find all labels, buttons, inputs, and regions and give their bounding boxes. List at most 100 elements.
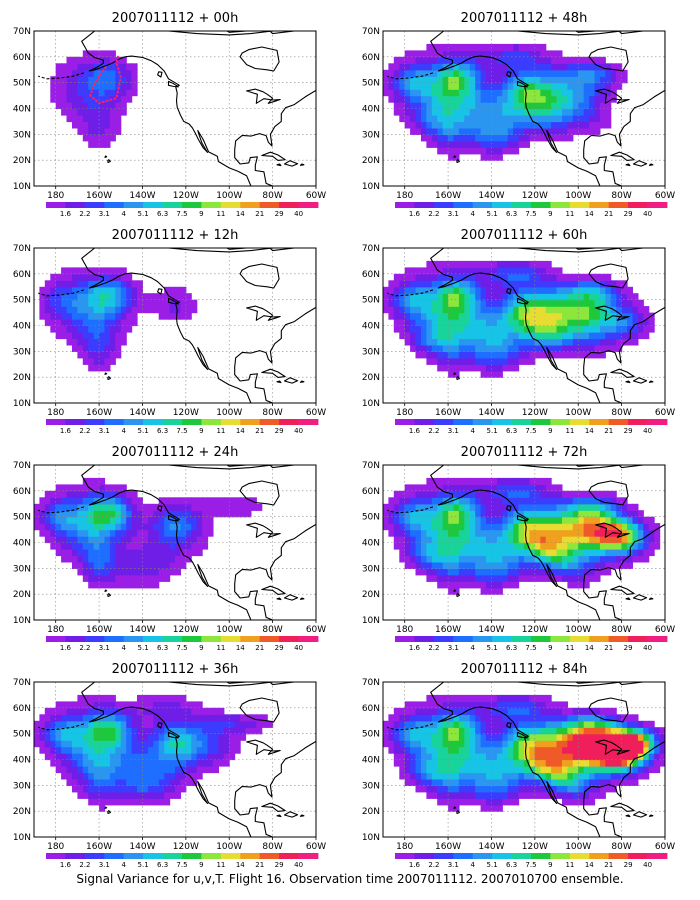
colorbar-label: 1.6 (60, 644, 72, 652)
lat-tick-label: 50N (362, 513, 380, 523)
lat-tick-label: 70N (13, 27, 31, 37)
colorbar-label: 14 (585, 861, 594, 869)
colorbar-label: 40 (643, 210, 652, 218)
colorbar-swatch (414, 419, 435, 425)
lon-tick-label: 180 (396, 625, 413, 635)
colorbar-swatch (279, 419, 299, 425)
lat-tick-label: 10N (13, 616, 31, 626)
colorbar-swatch (511, 202, 532, 208)
colorbar-swatch (550, 419, 571, 425)
map-panel: 2007011112 + 24h 180 160W 140W 120W 100W 80W 60… (13, 445, 326, 652)
colorbar-label: 29 (275, 427, 284, 435)
colorbar-swatch (240, 202, 261, 208)
colorbar-label: 11 (565, 861, 574, 869)
colorbar-swatch (143, 419, 163, 425)
lat-tick-label: 70N (13, 244, 31, 254)
colorbar-label: 21 (255, 861, 264, 869)
colorbar-label: 14 (236, 644, 245, 652)
map-frame (33, 464, 317, 621)
lat-tick-label: 10N (13, 182, 31, 192)
colorbar-swatch (46, 636, 66, 642)
colorbar-label: 4 (121, 210, 126, 218)
colorbar-label: 21 (604, 644, 613, 652)
colorbar-swatch (259, 419, 280, 425)
colorbar-label: 7.5 (525, 210, 536, 218)
colorbar-label: 11 (216, 644, 225, 652)
lat-tick-label: 30N (13, 347, 31, 357)
colorbar-label: 9 (548, 861, 552, 869)
panel-title: 2007011112 + 24h (112, 445, 239, 460)
colorbar-label: 29 (275, 210, 284, 218)
colorbar-swatch (220, 202, 241, 208)
colorbar-swatch (414, 202, 435, 208)
colorbar-label: 29 (624, 427, 633, 435)
colorbar-label: 40 (643, 861, 652, 869)
lat-tick-label: 70N (13, 461, 31, 471)
panel-title: 2007011112 + 48h (461, 11, 588, 26)
map-frame (382, 681, 666, 838)
colorbar-label: 1.6 (409, 861, 421, 869)
colorbar-swatch (104, 202, 125, 208)
map-panel: 2007011112 + 48h 180 160W 140W 120W 100W 80W 60… (362, 11, 675, 218)
colorbar-swatch (46, 419, 66, 425)
coastlines (38, 465, 316, 620)
coastlines (38, 248, 316, 403)
colorbar-swatch (511, 636, 532, 642)
colorbar-swatch (279, 636, 299, 642)
lon-tick-label: 140W (129, 408, 155, 418)
lat-tick-label: 60N (13, 53, 31, 63)
lat-tick-label: 70N (362, 678, 380, 688)
colorbar: 1.6 2.2 3.1 4 5.1 6.3 7.5 9 11 14 21 29 40 (395, 202, 668, 218)
colorbar-label: 40 (643, 427, 652, 435)
lat-tick-label: 40N (13, 539, 31, 549)
lat-tick-label: 40N (362, 105, 380, 115)
colorbar-label: 1.6 (60, 861, 72, 869)
lat-tick-label: 50N (362, 730, 380, 740)
colorbar-swatch (162, 853, 183, 859)
colorbar-label: 9 (548, 210, 552, 218)
lon-tick-label: 180 (396, 842, 413, 852)
panel-title: 2007011112 + 36h (112, 662, 239, 677)
colorbar-label: 9 (548, 644, 552, 652)
colorbar-swatch (472, 419, 493, 425)
colorbar-label: 2.2 (79, 210, 90, 218)
lon-tick-label: 160W (435, 408, 461, 418)
colorbar-swatch (162, 202, 183, 208)
lon-tick-label: 160W (86, 625, 112, 635)
colorbar-label: 3.1 (99, 210, 110, 218)
colorbar-swatch (182, 636, 202, 642)
colorbar-swatch (492, 853, 512, 859)
lat-tick-label: 10N (362, 616, 380, 626)
colorbar-label: 21 (255, 210, 264, 218)
colorbar-swatch (472, 636, 493, 642)
variance-field (50, 50, 138, 148)
colorbar-swatch (628, 202, 648, 208)
colorbar-label: 5.1 (487, 210, 498, 218)
colorbar-swatch (201, 636, 222, 642)
colorbar-swatch (279, 853, 299, 859)
colorbar-swatch (569, 636, 590, 642)
lon-tick-label: 100W (216, 191, 242, 201)
colorbar-label: 4 (470, 427, 475, 435)
colorbar: 1.6 2.2 3.1 4 5.1 6.3 7.5 9 11 14 21 29 40 (395, 636, 668, 652)
colorbar: 1.6 2.2 3.1 4 5.1 6.3 7.5 9 11 14 21 29 40 (46, 202, 319, 218)
lat-tick-label: 50N (13, 79, 31, 89)
lon-tick-label: 60W (306, 408, 326, 418)
colorbar-label: 2.2 (428, 427, 439, 435)
lat-tick-label: 40N (13, 322, 31, 332)
lon-tick-label: 60W (306, 191, 326, 201)
lat-tick-label: 50N (362, 296, 380, 306)
lat-tick-label: 30N (13, 130, 31, 140)
colorbar-swatch (84, 202, 105, 208)
colorbar-swatch (531, 202, 551, 208)
map-panel: 2007011112 + 72h 180 160W 140W 120W 100W 80W 60… (362, 445, 675, 652)
lon-tick-label: 160W (435, 191, 461, 201)
colorbar-label: 4 (470, 861, 475, 869)
map-frame (382, 247, 666, 404)
colorbar-label: 14 (236, 210, 245, 218)
lon-tick-label: 80W (262, 408, 282, 418)
lon-tick-label: 180 (47, 191, 64, 201)
colorbar-label: 6.3 (157, 210, 168, 218)
colorbar-swatch (453, 636, 474, 642)
